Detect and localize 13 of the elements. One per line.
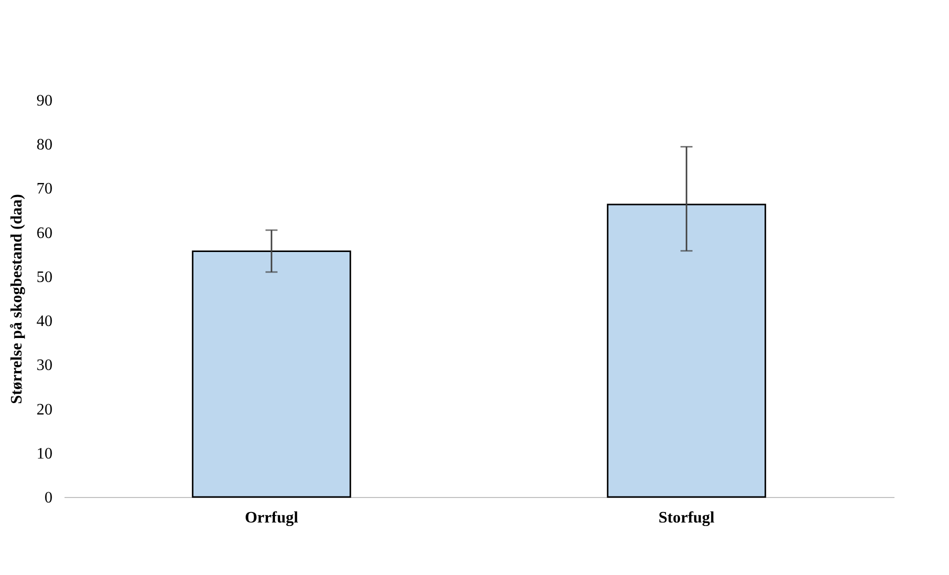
y-tick-label: 70	[36, 180, 52, 198]
y-tick-label: 0	[44, 490, 52, 506]
y-tick-label: 80	[36, 136, 52, 154]
x-tick-label: Storfugl	[658, 510, 716, 526]
y-tick-label: 90	[36, 92, 52, 110]
x-tick-label: Orrfugl	[244, 510, 299, 526]
y-tick-label: 60	[36, 224, 52, 242]
y-tick-label: 50	[36, 268, 52, 286]
y-tick-label: 30	[36, 357, 52, 374]
y-tick-label: 20	[36, 401, 52, 418]
y-axis-title: Størrelse på skogbestand (daa)	[8, 194, 26, 404]
y-tick-label: 40	[36, 313, 52, 330]
y-tick-label: 10	[36, 445, 52, 462]
